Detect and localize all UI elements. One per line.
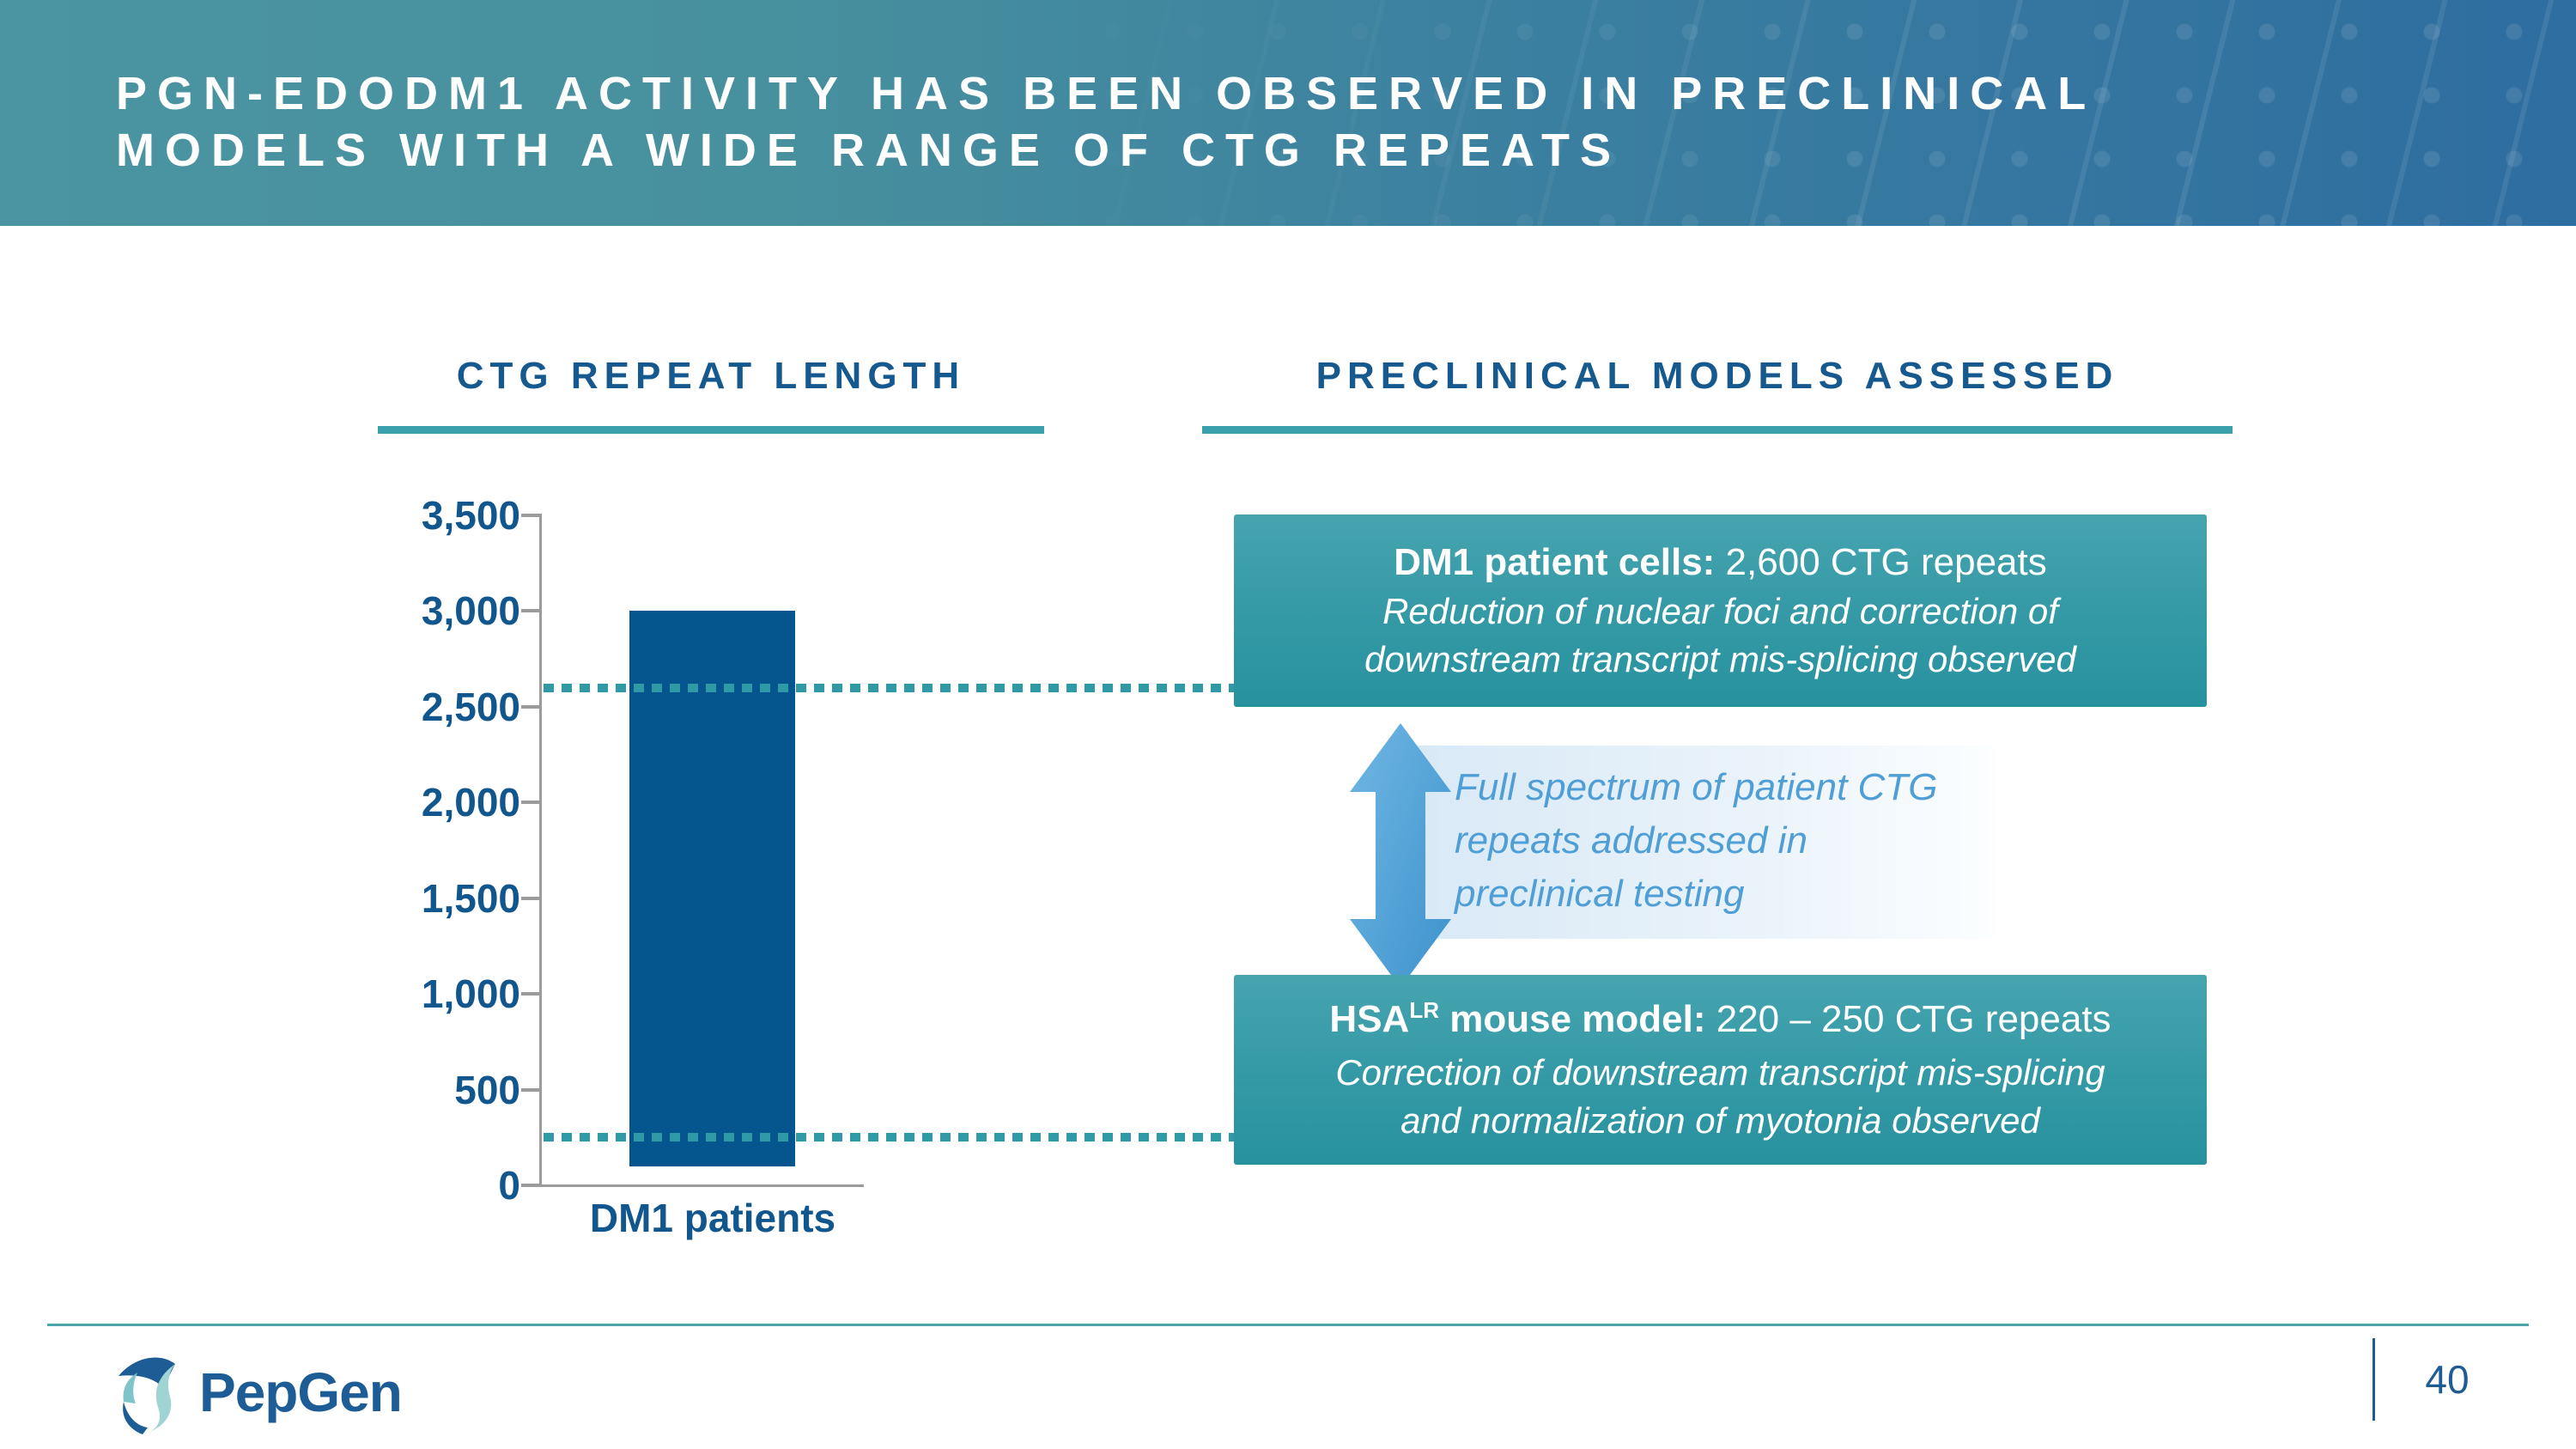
hsalr-box-title: HSALR mouse model: 220 – 250 CTG repeats (1329, 995, 2111, 1049)
full-spectrum-note: Full spectrum of patient CTG repeats add… (1455, 761, 2004, 921)
dm1-patients-bar (629, 611, 795, 1166)
slide-title-line2: MODELS WITH A WIDE RANGE OF CTG REPEATS (116, 125, 1621, 176)
note-panel (1413, 746, 1996, 939)
page-number: 40 (2425, 1357, 2470, 1402)
pepgen-logo-icon (118, 1357, 175, 1434)
pepgen-logo: PepGen (110, 1347, 471, 1436)
hsalr-box-detail-line1: Correction of downstream transcript mis-… (1335, 1052, 2105, 1093)
slide-title: PGN-EDODM1 ACTIVITY HAS BEEN OBSERVED IN… (116, 65, 2451, 179)
y-axis-tick-mark (521, 801, 539, 805)
y-axis-tick-mark (521, 1184, 539, 1187)
right-column-heading: PRECLINICAL MODELS ASSESSED (1315, 355, 2119, 397)
y-axis-tick-label: 3,500 (421, 493, 520, 538)
slide-title-line1: PGN-EDODM1 ACTIVITY HAS BEEN OBSERVED IN… (116, 68, 2097, 119)
left-heading-underline (378, 426, 1044, 434)
reference-dotted-line (544, 1133, 1234, 1142)
y-axis-tick-mark (521, 1087, 539, 1092)
note-line3: preclinical testing (1455, 873, 1745, 915)
y-axis-tick-mark (521, 896, 539, 900)
y-axis-tick-mark (521, 514, 539, 517)
y-axis-tick-mark (521, 609, 539, 613)
footer-divider (47, 1324, 2529, 1326)
pepgen-wordmark: PepGen (199, 1361, 403, 1423)
note-line1: Full spectrum of patient CTG (1455, 766, 1938, 808)
reference-dotted-line (544, 683, 1234, 692)
dm1-box-title: DM1 patient cells: 2,600 CTG repeats (1394, 538, 2047, 588)
hsalr-superscript: LR (1409, 997, 1439, 1023)
y-axis-tick-label: 2,500 (421, 684, 520, 729)
hsalr-mouse-model-box: HSALR mouse model: 220 – 250 CTG repeats… (1234, 975, 2207, 1165)
hsalr-box-title-post: mouse model: (1439, 998, 1706, 1040)
header-banner: PGN-EDODM1 ACTIVITY HAS BEEN OBSERVED IN… (0, 0, 2576, 226)
right-heading-underline (1202, 426, 2233, 434)
dm1-box-detail-line1: Reduction of nuclear foci and correction… (1382, 591, 2058, 631)
y-axis-tick-label: 2,000 (421, 780, 520, 825)
chart-category-label: DM1 patients (589, 1196, 836, 1240)
y-axis-tick-label: 500 (454, 1067, 520, 1112)
dm1-box-detail-line2: downstream transcript mis-splicing obser… (1364, 639, 2076, 679)
y-axis-tick-mark (521, 992, 539, 996)
page-number-divider (2372, 1338, 2375, 1421)
dm1-box-title-rest: 2,600 CTG repeats (1715, 541, 2047, 583)
hsalr-box-title-pre: HSA (1329, 998, 1410, 1040)
y-axis-tick-label: 1,500 (421, 875, 520, 921)
y-axis-tick-label: 0 (498, 1163, 520, 1208)
hsalr-box-title-rest: 220 – 250 CTG repeats (1705, 998, 2111, 1040)
y-axis-tick-label: 1,000 (421, 971, 520, 1017)
hsalr-box-detail-line2: and normalization of myotonia observed (1400, 1100, 2040, 1141)
dm1-box-title-bold: DM1 patient cells: (1394, 541, 1716, 583)
y-axis-tick-mark (521, 704, 539, 709)
y-axis-tick-label: 3,000 (421, 588, 520, 634)
left-column-heading: CTG REPEAT LENGTH (456, 355, 966, 397)
note-line2: repeats addressed in (1455, 819, 1807, 861)
chart-x-axis (539, 1184, 864, 1187)
dm1-patient-cells-box: DM1 patient cells: 2,600 CTG repeats Red… (1234, 514, 2207, 707)
up-down-arrow-icon (1350, 723, 1451, 988)
chart-y-axis (539, 514, 542, 1187)
